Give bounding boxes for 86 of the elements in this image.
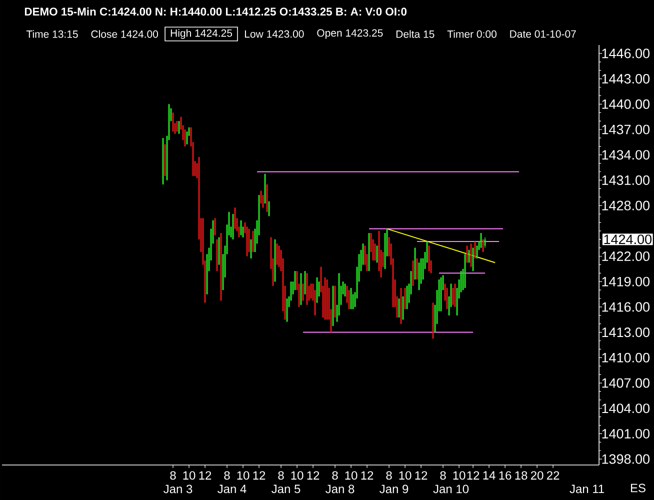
y-tick-label: 1422.00	[602, 251, 650, 262]
text: Jan 8	[326, 484, 354, 494]
x-tick-label: 12	[361, 471, 374, 480]
y-tick-label: 1437.00	[602, 124, 650, 134]
text: Date 01-10-07	[510, 30, 576, 38]
text: Delta 15	[396, 30, 434, 38]
candlestick	[310, 283, 312, 299]
candlestick	[484, 236, 486, 248]
y-tick-label: 1431.00	[602, 175, 650, 185]
candlestick	[474, 241, 476, 259]
x-tick-label: 8	[278, 471, 284, 480]
candlestick	[304, 270, 306, 295]
y-tick-label: 1407.00	[602, 378, 650, 388]
text: Jan 5	[272, 484, 300, 494]
text: Jan 11	[570, 484, 604, 494]
candlestick	[294, 270, 296, 290]
x-tick-label: 12	[253, 471, 266, 480]
y-tick-label: 1434.00	[602, 150, 650, 160]
text: Jan 4	[218, 484, 246, 494]
text: Low 1423.00	[244, 30, 304, 38]
chart-title: DEMO 15-Min C:1424.00 N: H:1440.00 L:1412.25 O:1433.25 B: A: V:0 OI:0	[24, 7, 407, 16]
y-tick-label: 1428.00	[602, 200, 650, 210]
x-tick-label: 12	[467, 471, 480, 480]
y-tick-label: 1446.00	[602, 48, 650, 58]
x-tick-label: 8	[224, 471, 230, 480]
text: ES	[630, 484, 646, 492]
x-tick-label: 10	[345, 471, 358, 480]
x-tick-label: 12	[199, 471, 212, 480]
x-tick-label: 10	[453, 471, 466, 480]
x-tick-label: 8	[332, 471, 338, 480]
candlestick	[398, 298, 400, 318]
y-tick-label: 1401.00	[602, 428, 650, 438]
candlestick	[344, 283, 346, 297]
candlestick	[250, 239, 252, 259]
text: Timer 0:00	[447, 30, 496, 38]
candlestick	[178, 120, 180, 134]
candlestick	[260, 190, 262, 204]
text: Open 1423.25	[317, 29, 383, 39]
candlestick	[376, 245, 378, 263]
candlestick	[278, 245, 280, 268]
x-tick-label: 10	[399, 471, 412, 480]
text: Jan 9	[380, 484, 408, 494]
x-tick-label: 8	[170, 471, 176, 480]
x-tick-label: 10	[237, 471, 250, 480]
x-tick-label: 22	[546, 471, 560, 480]
text: High 1424.25	[170, 29, 232, 39]
candlestick	[480, 232, 482, 248]
x-tick-label: 8	[386, 471, 392, 480]
x-tick-label: 8	[440, 471, 446, 480]
candlestick	[186, 131, 188, 145]
x-tick-label: 10	[291, 471, 304, 480]
candlestick	[374, 243, 376, 261]
y-tick-label: 1398.00	[602, 454, 650, 464]
y-tick-label: 1413.00	[602, 328, 650, 338]
y-tick-label: 1440.00	[602, 99, 650, 109]
candlestick	[286, 298, 288, 322]
text: Jan 3	[164, 484, 192, 494]
x-tick-label: 18	[515, 471, 528, 480]
candlestick	[172, 112, 174, 132]
text: Close 1424.00	[91, 30, 158, 38]
y-tick-label: 1410.00	[602, 352, 650, 362]
y-tick-label: 1416.00	[602, 302, 650, 312]
candlestick	[234, 207, 236, 230]
x-tick-label: 20	[530, 471, 544, 480]
y-tick-label: 1443.00	[602, 74, 650, 84]
text: 1424.00	[604, 234, 652, 244]
candlestick	[416, 258, 418, 280]
x-tick-label: 12	[415, 471, 428, 480]
candlestick	[470, 243, 472, 268]
text: Jan 10	[433, 484, 469, 494]
text: Time 13:15	[26, 30, 78, 38]
candlestick	[452, 288, 454, 306]
x-tick-label: 14	[483, 471, 496, 480]
candlestick	[476, 245, 478, 259]
candlestick	[214, 218, 216, 236]
candlestick	[302, 283, 304, 301]
candlestick	[184, 129, 186, 147]
x-tick-label: 12	[307, 471, 320, 480]
candlestick	[454, 283, 456, 308]
candlestick	[466, 245, 468, 263]
candlestick	[276, 243, 278, 266]
y-tick-label: 1404.00	[602, 404, 650, 414]
x-tick-label: 10	[183, 471, 196, 480]
candlestick	[348, 290, 350, 310]
y-tick-label: 1419.00	[602, 276, 650, 286]
x-tick-label: 16	[499, 471, 512, 480]
